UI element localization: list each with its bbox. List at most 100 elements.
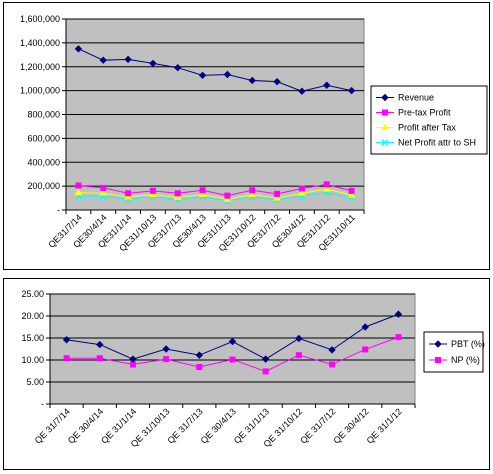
y-tick-label: 800,000 xyxy=(27,110,60,120)
legend: Revenue Pre-tax Profit Profit after Tax Net… xyxy=(370,85,488,155)
data-point xyxy=(163,356,170,363)
data-point xyxy=(224,192,231,199)
data-point xyxy=(298,185,305,192)
series-line xyxy=(78,48,352,92)
data-point xyxy=(298,87,306,95)
data-point xyxy=(362,346,369,353)
y-tick-label: 25.00 xyxy=(21,289,44,299)
series-np xyxy=(63,334,402,375)
data-point xyxy=(198,71,207,80)
revenue-profit-chart: - 200,000 400,000 600,000 800,000 1,000,000 1,… xyxy=(20,14,488,253)
y-tick-label: 15.00 xyxy=(21,333,44,343)
data-point xyxy=(323,181,330,188)
data-point xyxy=(162,345,170,353)
data-point xyxy=(149,187,156,194)
y-tick-label: 200,000 xyxy=(27,181,60,191)
data-point xyxy=(248,76,256,85)
data-point xyxy=(62,336,71,344)
data-point xyxy=(129,355,137,363)
data-point xyxy=(63,355,70,362)
series-line xyxy=(78,188,352,200)
legend-entry: PBT (%) xyxy=(429,339,485,349)
data-point xyxy=(99,56,107,64)
data-point xyxy=(125,190,132,197)
series-pbt xyxy=(62,310,403,363)
legend-label: PBT (%) xyxy=(451,339,485,349)
data-point xyxy=(174,63,182,72)
legend-entry: Revenue xyxy=(376,93,434,103)
data-point xyxy=(347,191,356,198)
data-point xyxy=(124,55,132,64)
y-tick-label: 1,000,000 xyxy=(20,86,60,96)
data-point xyxy=(100,184,107,191)
y-tick-label: 10.00 xyxy=(21,355,44,365)
y-tick-label: - xyxy=(57,205,60,215)
data-point xyxy=(99,189,108,196)
data-point xyxy=(149,59,157,68)
y-tick-label: 1,600,000 xyxy=(20,14,60,24)
data-point xyxy=(74,188,83,196)
data-point xyxy=(223,70,232,79)
data-point xyxy=(229,356,236,363)
legend-box xyxy=(423,331,484,373)
data-point xyxy=(273,194,281,201)
data-point xyxy=(261,355,270,363)
legend-label: Net Profit attr to SH xyxy=(398,138,476,148)
legend-marker xyxy=(381,139,389,146)
data-point xyxy=(198,190,207,197)
data-point xyxy=(199,187,206,194)
series-profit-after-tax xyxy=(74,185,356,202)
legend-entry: NP (%) xyxy=(429,355,480,365)
legend-marker xyxy=(435,357,441,363)
legend-entry: Profit after Tax xyxy=(376,123,456,133)
series-revenue xyxy=(74,45,356,95)
data-point xyxy=(394,310,403,318)
revenue-profit-chart-panel: - 200,000 400,000 600,000 800,000 1,000,000 1,… xyxy=(3,2,490,270)
data-point xyxy=(173,193,182,200)
series-line xyxy=(78,192,352,202)
data-point xyxy=(323,81,331,89)
y-tick-label: 400,000 xyxy=(27,157,60,167)
data-point xyxy=(74,45,83,53)
data-point xyxy=(295,352,302,359)
data-point xyxy=(223,195,232,202)
legend-label: NP (%) xyxy=(451,355,480,365)
data-point xyxy=(329,361,336,368)
data-point xyxy=(195,351,204,359)
data-point xyxy=(262,368,269,375)
data-point xyxy=(196,364,203,371)
data-point xyxy=(96,340,104,349)
x-tick-label: QE 31/1/12 xyxy=(365,406,404,445)
series-pre-tax-profit xyxy=(75,181,355,199)
data-point xyxy=(348,187,355,194)
data-point xyxy=(395,334,402,341)
data-point xyxy=(361,323,369,331)
y-tick-label: - xyxy=(41,399,44,409)
data-point xyxy=(298,189,306,196)
data-point xyxy=(96,355,103,362)
data-point xyxy=(249,187,256,194)
y-tick-label: 20.00 xyxy=(21,311,44,321)
data-point xyxy=(124,192,132,200)
legend: PBT (%) NP (%) xyxy=(423,331,485,373)
legend-label: Profit after Tax xyxy=(398,123,456,133)
margin-chart-panel: -5.00 10.00 15.00 20.00 25.00 QE 31/7/14 QE 30… xyxy=(3,278,490,470)
plot-area xyxy=(49,293,416,405)
data-point xyxy=(75,182,82,189)
legend-marker xyxy=(381,123,389,130)
data-point xyxy=(174,190,181,197)
series-line xyxy=(78,183,352,197)
legend-label: Revenue xyxy=(398,93,434,103)
legend-entry: Pre-tax Profit xyxy=(376,108,451,118)
legend-label: Pre-tax Profit xyxy=(398,108,451,118)
data-point xyxy=(322,185,331,192)
data-point xyxy=(248,190,257,197)
data-point xyxy=(273,77,281,86)
data-point xyxy=(228,337,237,346)
y-tick-label: 1,400,000 xyxy=(20,38,60,48)
y-tick-label: 5.00 xyxy=(26,377,44,387)
legend-marker xyxy=(434,340,442,348)
y-tick-label: 600,000 xyxy=(27,133,60,143)
legend-marker xyxy=(382,109,388,116)
